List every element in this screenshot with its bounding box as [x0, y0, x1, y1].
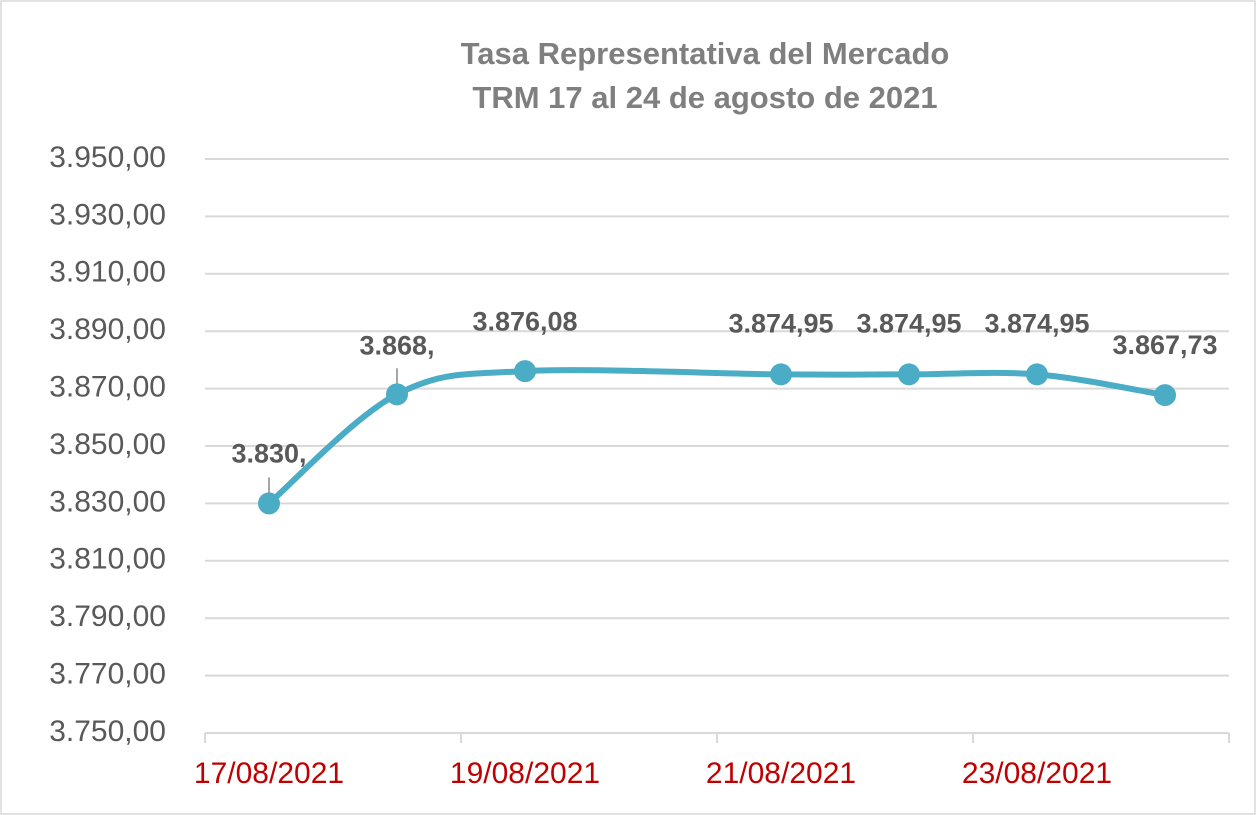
y-tick-label: 3.810,00: [49, 543, 166, 576]
y-tick-label: 3.750,00: [49, 715, 166, 748]
y-tick-label: 3.830,00: [49, 485, 166, 518]
x-tick-label: 21/08/2021: [706, 757, 856, 790]
data-label: 3.830,: [231, 439, 306, 469]
y-tick-label: 3.790,00: [49, 600, 166, 633]
data-point: [514, 360, 536, 383]
x-tick-label: 17/08/2021: [194, 757, 344, 790]
data-point: [770, 363, 792, 386]
y-tick-label: 3.950,00: [49, 141, 166, 174]
data-point: [386, 383, 408, 406]
x-tick-label: 19/08/2021: [450, 757, 600, 790]
data-point: [258, 492, 280, 515]
data-point: [1154, 384, 1176, 407]
chart-subtitle: TRM 17 al 24 de agosto de 2021: [472, 80, 937, 115]
data-label: 3.874,95: [728, 309, 833, 339]
chart-title: Tasa Representativa del Mercado: [461, 36, 950, 71]
y-tick-label: 3.890,00: [49, 313, 166, 346]
data-label: 3.874,95: [984, 309, 1089, 339]
data-point: [898, 363, 920, 386]
data-point: [1026, 363, 1048, 386]
y-tick-label: 3.930,00: [49, 198, 166, 231]
data-label: 3.874,95: [856, 309, 961, 339]
y-tick-label: 3.910,00: [49, 256, 166, 289]
y-tick-label: 3.850,00: [49, 428, 166, 461]
data-label: 3.868,: [359, 330, 434, 360]
y-tick-label: 3.770,00: [49, 658, 166, 691]
data-label: 3.867,73: [1112, 330, 1217, 360]
y-tick-label: 3.870,00: [49, 371, 166, 404]
x-tick-label: 23/08/2021: [962, 757, 1112, 790]
data-label: 3.876,08: [472, 306, 577, 336]
